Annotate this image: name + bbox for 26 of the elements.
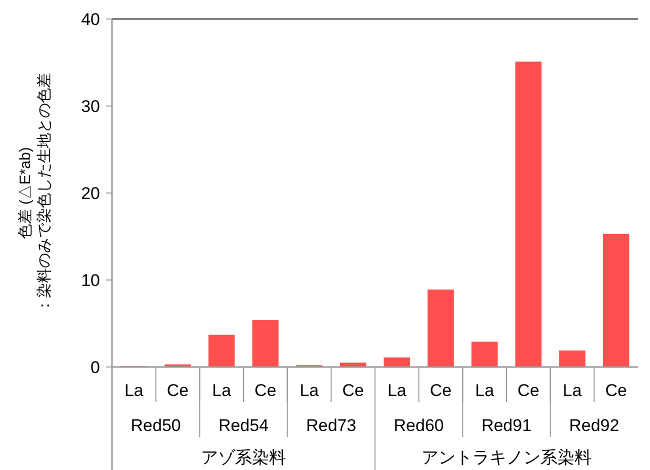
text: Red50 [130,416,181,435]
text: アゾ系染料 [201,448,286,467]
x-tick-label: Ce [254,381,276,400]
y-tick-label: 40 [81,10,100,29]
text: Red92 [569,416,620,435]
y-tick-label: 10 [81,271,100,290]
x-tick-label: Ce [430,381,452,400]
x-tick-label: La [475,381,495,400]
text: Red91 [481,416,532,435]
y-tick-label: 20 [81,184,100,203]
x-tick-label: La [212,381,232,400]
y-axis-title: 色差 (△E*ab) ：染料のみで染色した生地との色差 [17,73,53,313]
x-tick-label: Ce [166,381,189,400]
x-tick-label: Ce [605,381,627,400]
x-tick-label: La [124,381,144,400]
text: アントラキノン系染料 [422,448,592,467]
text: Red73 [306,416,356,435]
y-tick-label: 0 [90,358,100,377]
x-tick-label: La [562,381,582,400]
x-tick-label: La [387,381,407,400]
text: Red60 [394,416,444,435]
x-tick-label: Ce [342,381,364,400]
x-tick-label: Ce [518,381,540,400]
text: Red54 [218,416,269,435]
y-tick-label: 30 [81,97,100,116]
x-tick-label: La [300,381,320,400]
